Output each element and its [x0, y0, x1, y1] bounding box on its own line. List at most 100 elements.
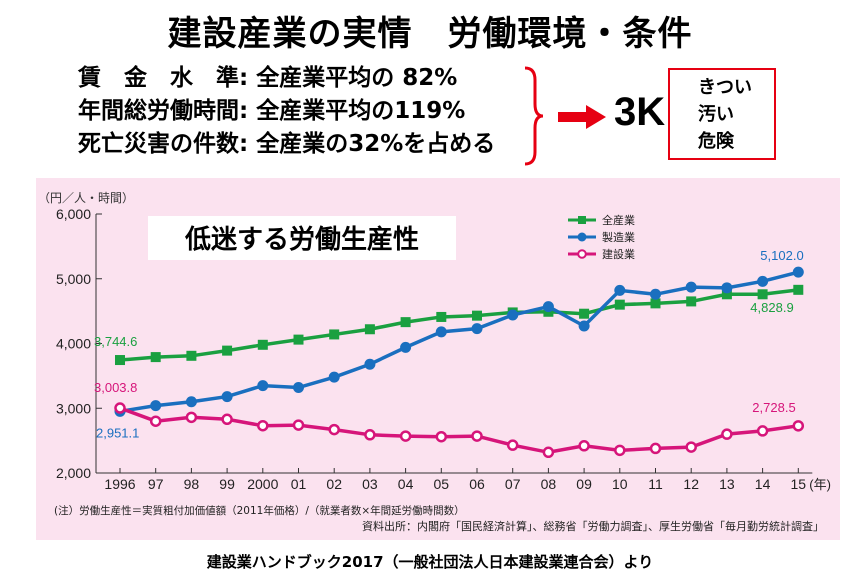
- source-credit: 建設業ハンドブック2017（一般社団法人日本建設業連合会）より: [206, 553, 654, 571]
- data-point: [293, 334, 304, 345]
- data-point: [721, 289, 732, 300]
- data-label: 5,102.0: [760, 248, 803, 263]
- x-tick-label: 06: [469, 476, 485, 492]
- data-point: [542, 301, 554, 313]
- legend-marker: [577, 232, 587, 242]
- x-tick-label: 02: [326, 476, 342, 492]
- x-tick-label: 03: [362, 476, 378, 492]
- data-point: [756, 425, 769, 437]
- x-tick-label: 07: [505, 476, 521, 492]
- data-point: [222, 345, 233, 356]
- legend-marker: [578, 216, 586, 224]
- legend-marker: [577, 249, 587, 259]
- y-tick-label: 6,000: [56, 206, 91, 222]
- data-point: [650, 298, 661, 309]
- data-point: [364, 358, 376, 370]
- data-point: [792, 420, 805, 432]
- x-tick-label: 11: [648, 476, 663, 492]
- data-point: [686, 296, 697, 307]
- x-tick-label: 05: [434, 476, 450, 492]
- data-point: [328, 423, 340, 436]
- fact-wage: 賃 金 水 準: 全産業平均の 82%: [78, 65, 458, 91]
- x-tick-label: 08: [541, 476, 557, 492]
- brace-icon: [524, 66, 544, 166]
- x-tick-label: 10: [612, 476, 628, 492]
- y-tick-label: 3,000: [56, 400, 91, 416]
- chart-note: (注）労働生産性＝実質粗付加価値額（2011年価格）/（就業者数×年間延労働時間…: [54, 504, 465, 517]
- data-point: [257, 419, 269, 432]
- data-point: [221, 391, 233, 403]
- data-point: [399, 430, 412, 442]
- data-point: [792, 266, 804, 278]
- chart-title-box: [148, 216, 456, 260]
- legend-label: 全産業: [602, 213, 635, 227]
- data-point: [721, 282, 733, 294]
- data-point: [506, 439, 519, 451]
- chart-source: 資料出所：内閣府「国民経済計算」、総務省「労働力調査」、厚生労働省「毎月勤労統計…: [362, 519, 824, 533]
- series-line-2: [119, 406, 799, 455]
- data-point: [685, 441, 697, 453]
- data-point: [472, 310, 482, 321]
- x-tick-label: 15: [791, 476, 807, 492]
- data-point: [435, 430, 448, 443]
- data-point: [149, 415, 162, 427]
- x-tick-label: 13: [719, 476, 735, 492]
- fact-label: 年間総労働時間: [78, 98, 239, 124]
- data-point: [436, 311, 447, 322]
- series-line-0: [119, 288, 799, 362]
- legend-label: 建設業: [602, 247, 635, 261]
- data-label: 3,003.8: [94, 380, 137, 395]
- data-point: [435, 326, 447, 338]
- data-point: [579, 308, 590, 319]
- data-point: [150, 400, 162, 412]
- y-tick-label: 2,000: [56, 465, 91, 481]
- data-point: [400, 341, 412, 353]
- data-point: [115, 355, 125, 366]
- arrow-right-icon: [558, 105, 606, 129]
- x-tick-label: 1996: [104, 476, 135, 492]
- fact-accidents: 死亡災害の件数: 全産業の32%を占める: [78, 131, 496, 157]
- data-point: [650, 288, 661, 300]
- data-label: 3,744.6: [94, 334, 137, 349]
- data-point: [292, 419, 305, 431]
- legend-label: 製造業: [602, 230, 635, 244]
- y-tick-label: 4,000: [56, 336, 91, 352]
- data-point: [471, 323, 483, 335]
- data-point: [364, 429, 376, 441]
- data-point: [186, 350, 197, 361]
- x-tick-label: 14: [755, 476, 771, 492]
- fact-value: 全産業平均の119%: [256, 98, 466, 124]
- data-point: [185, 396, 197, 408]
- y-tick-label: 5,000: [56, 271, 91, 287]
- data-point: [614, 444, 626, 457]
- page-title: 建設産業の実情 労働環境・条件: [167, 14, 693, 54]
- data-point: [329, 329, 340, 340]
- x-tick-label: 97: [148, 476, 164, 492]
- three-k-label: 3K: [614, 90, 666, 134]
- x-axis-unit: (年): [809, 477, 831, 492]
- data-point: [614, 299, 625, 310]
- fact-value: 全産業の32%を占める: [256, 131, 496, 157]
- data-point: [793, 284, 804, 295]
- data-point: [471, 430, 483, 442]
- data-point: [221, 413, 233, 426]
- data-point: [114, 402, 126, 414]
- data-point: [400, 317, 411, 328]
- data-point: [649, 442, 662, 455]
- x-tick-label: 04: [398, 476, 414, 492]
- x-tick-label: 98: [184, 476, 200, 492]
- data-point: [507, 309, 519, 321]
- data-point: [614, 284, 626, 296]
- productivity-chart: （円／人・時間） 2,000 3,000 4,000 5,000 6,000 1996 97 9…: [38, 191, 831, 533]
- data-point: [578, 320, 590, 332]
- x-tick-label: 01: [291, 476, 307, 492]
- three-k-box: きつい 汚い 危険: [668, 68, 776, 160]
- x-tick-label: 12: [683, 476, 699, 492]
- fact-value: 全産業平均の 82%: [256, 65, 458, 91]
- data-label: 2,951.1: [96, 425, 139, 440]
- chart-title: 低迷する労働生産性: [184, 224, 419, 255]
- series-line-1: [119, 270, 799, 414]
- data-point: [257, 380, 269, 392]
- data-point: [185, 411, 198, 424]
- x-tick-label: 99: [219, 476, 235, 492]
